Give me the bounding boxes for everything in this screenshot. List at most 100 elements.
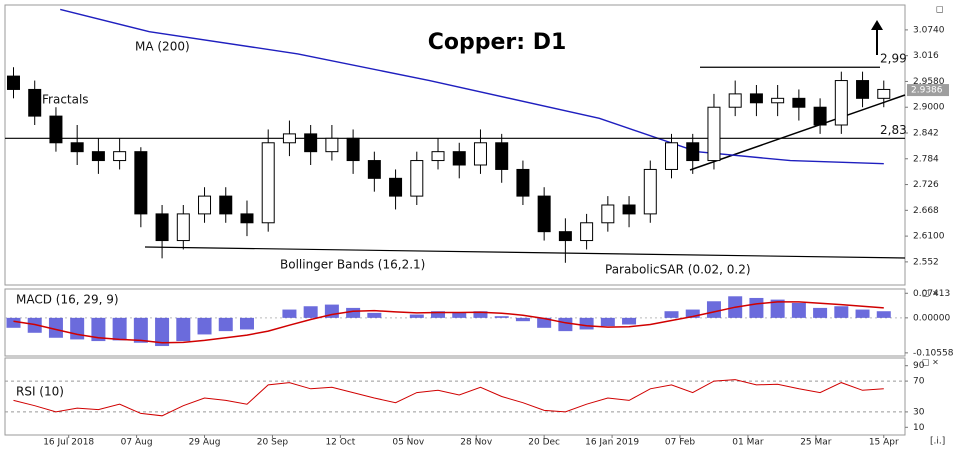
- x-tick-label: 29 Aug: [189, 438, 221, 448]
- candle-body: [749, 93, 763, 104]
- macd-bar: [48, 317, 63, 338]
- y-tick-label: 0.00000: [913, 313, 950, 323]
- y-tick-label: 2.552: [913, 257, 939, 267]
- macd-bar: [579, 317, 594, 330]
- macd-bar: [239, 317, 254, 330]
- candle-body: [367, 160, 381, 179]
- y-tick-label: -0.10558: [913, 348, 953, 358]
- annotation: ParabolicSAR (0.02, 0.2): [605, 263, 751, 277]
- macd-bar: [282, 309, 297, 318]
- candle-body: [473, 142, 487, 166]
- macd-bar: [6, 317, 21, 328]
- macd-bar: [473, 311, 488, 318]
- y-tick-label: 2.6100: [913, 232, 945, 242]
- candle-body: [431, 151, 445, 162]
- x-tick-label: 12 Oct: [325, 438, 355, 448]
- x-tick-label: 16 Jan 2019: [585, 438, 639, 448]
- candle-body: [325, 137, 339, 153]
- y-tick-label: 2.726: [913, 180, 939, 190]
- macd-bar: [176, 317, 191, 342]
- candle-body: [856, 80, 870, 99]
- annotation: Bollinger Bands (16,2.1): [280, 258, 425, 272]
- macd-bar: [600, 317, 615, 327]
- macd-bar: [791, 302, 806, 318]
- panel-icon[interactable]: □ ×: [922, 358, 939, 367]
- candle-body: [49, 115, 63, 144]
- candle-body: [389, 177, 403, 197]
- y-tick-label: 2.9000: [913, 103, 945, 113]
- candle-body: [686, 142, 700, 162]
- moving-average: [60, 8, 884, 165]
- macd-bar: [706, 301, 721, 318]
- candle-body: [728, 93, 742, 108]
- macd-bar: [133, 317, 148, 343]
- candle-body: [261, 142, 275, 224]
- y-tick-label: 10: [913, 423, 925, 433]
- x-tick-label: 20 Dec: [528, 438, 560, 448]
- candle-body: [155, 213, 169, 242]
- candle-body: [91, 151, 105, 162]
- x-tick-label: 25 Mar: [800, 438, 832, 448]
- panel-icon[interactable]: □ ×: [922, 289, 939, 298]
- macd-bar: [876, 311, 891, 318]
- x-tick-label: 07 Aug: [121, 438, 153, 448]
- macd-bar: [218, 317, 233, 332]
- macd-bar: [749, 297, 764, 318]
- candle-body: [665, 142, 679, 170]
- macd-bar: [494, 316, 509, 318]
- candle-body: [771, 97, 785, 104]
- indicator-label: MA (200): [135, 40, 190, 54]
- x-tick-label: 20 Sep: [257, 438, 289, 448]
- macd-bar: [558, 317, 573, 332]
- macd-bar: [27, 317, 42, 333]
- price-panel: [4, 4, 906, 286]
- candle-body: [304, 133, 318, 153]
- y-tick-label: 3.0740: [913, 25, 945, 35]
- y-tick-label: 90: [913, 361, 925, 371]
- candle-body: [28, 88, 42, 117]
- price-box: [907, 84, 949, 97]
- candle-body: [198, 195, 212, 215]
- panel-icon[interactable]: □: [936, 5, 944, 14]
- candle-body: [537, 195, 551, 233]
- rsi-panel: [4, 357, 906, 436]
- candle-body: [346, 137, 360, 162]
- candle-body: [70, 142, 84, 153]
- candle-body: [282, 133, 296, 144]
- chart-title: Copper: D1: [428, 30, 567, 55]
- y-tick-label: 2.668: [913, 206, 939, 216]
- level-label: 2,83: [880, 123, 907, 137]
- macd-bar: [622, 317, 637, 325]
- macd-bar: [303, 306, 318, 318]
- x-tick-label: 07 Feb: [665, 438, 696, 448]
- macd-bar: [537, 317, 552, 328]
- candle-body: [240, 213, 254, 224]
- macd-bar: [70, 317, 85, 340]
- x-tick-label: 05 Nov: [392, 438, 425, 448]
- candle-body: [410, 160, 424, 197]
- trend-line: [689, 94, 906, 171]
- x-tick-label: 15 Apr: [869, 438, 899, 448]
- macd-bar: [515, 317, 530, 322]
- candle-body: [813, 106, 827, 126]
- candle-body: [834, 80, 848, 126]
- x-tick-label: 01 Mar: [732, 438, 764, 448]
- corner-label: [.i.]: [930, 437, 945, 447]
- candle-body: [792, 97, 806, 108]
- macd-bar: [155, 317, 170, 347]
- macd-bar: [197, 317, 212, 335]
- candle-body: [113, 151, 127, 162]
- candle-body: [134, 151, 148, 215]
- y-tick-label: 30: [913, 407, 925, 417]
- price-label: 2.9386: [911, 86, 943, 96]
- macd-bar: [91, 317, 106, 342]
- y-tick-label: 2.9580: [913, 77, 945, 87]
- macd-bar: [367, 312, 382, 318]
- candle-body: [219, 195, 233, 215]
- macd-bar: [664, 311, 679, 318]
- macd-panel: [4, 288, 906, 357]
- rsi-line: [13, 379, 884, 417]
- candle-body: [176, 213, 190, 242]
- x-tick-label: 16 Jul 2018: [43, 438, 94, 448]
